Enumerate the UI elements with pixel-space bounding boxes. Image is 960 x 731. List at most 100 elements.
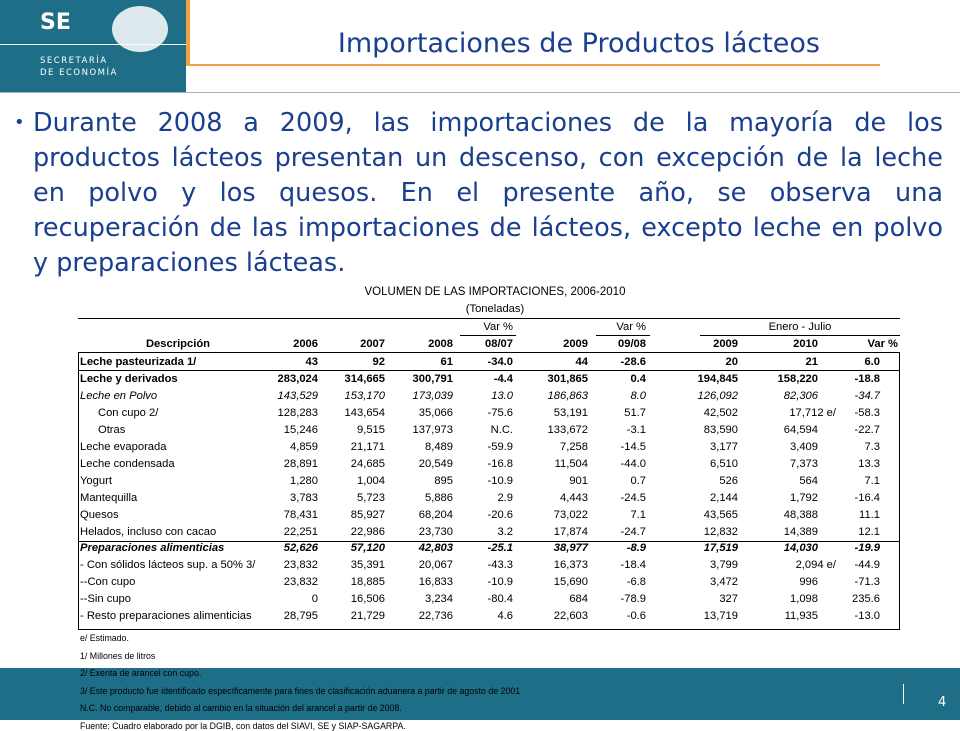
header-cell: 2007 <box>360 338 385 350</box>
header-cell: 08/07 <box>485 338 513 350</box>
table-cell: 301,865 <box>547 372 588 385</box>
table-cell: -18.8 <box>854 372 881 385</box>
bullet-dot: • <box>14 112 25 133</box>
table-cell: 23,832 <box>283 559 318 572</box>
table-cell: 17,519 <box>703 542 738 555</box>
logo-abbr: SE <box>40 10 71 35</box>
table-cell: -8.9 <box>626 542 646 555</box>
table-cell: -10.9 <box>487 474 514 487</box>
table-cell: -14.5 <box>620 440 647 453</box>
table-cell: 14,030 <box>783 542 818 555</box>
table-cell: 14,389 <box>783 525 818 538</box>
table-cell: 85,927 <box>350 508 385 521</box>
table-cell: 8.0 <box>630 389 646 402</box>
table-cell: 684 <box>569 593 588 606</box>
table-cell: 44 <box>575 356 588 368</box>
table-cell: 23,730 <box>418 525 453 538</box>
table-cell: 327 <box>719 593 738 606</box>
table-cell: 42,502 <box>703 406 738 419</box>
table-cell: - Resto preparaciones alimenticias <box>80 610 252 623</box>
table-cell: -28.6 <box>620 356 647 368</box>
table-cell: 16,373 <box>553 559 588 572</box>
table-cell: 2,144 <box>710 491 738 504</box>
table-subtitle: (Toneladas) <box>465 303 525 315</box>
table-cell: 7,258 <box>560 440 588 453</box>
footnote: 1/ Millones de litros <box>80 650 156 661</box>
table-cell: -16.4 <box>854 491 881 504</box>
table-cell: 8,489 <box>425 440 453 453</box>
logo-panel: SE SECRETARÍA DE ECONOMÍA <box>0 0 186 92</box>
table-cell: 6.0 <box>864 356 880 368</box>
table-cell: 23,832 <box>283 576 318 589</box>
table-cell: Leche y derivados <box>80 372 178 385</box>
table-cell: 13.3 <box>858 457 880 470</box>
table-cell: 526 <box>719 474 738 487</box>
header-cell: 2006 <box>293 338 318 350</box>
table-cell: -0.6 <box>626 610 646 623</box>
divider <box>0 92 960 93</box>
rule <box>78 629 900 631</box>
table-cell: Leche condensada <box>80 457 175 470</box>
table-cell: -24.7 <box>620 525 647 538</box>
table-cell: -20.6 <box>487 508 514 521</box>
table-cell: 38,977 <box>553 542 588 555</box>
table-cell: -80.4 <box>487 593 514 606</box>
footer-band: 4 <box>0 668 960 720</box>
header-cell: 2008 <box>428 338 453 350</box>
table-cell: 5,886 <box>425 491 453 504</box>
table-cell: 4.6 <box>497 610 513 623</box>
table-cell: 0.7 <box>630 474 646 487</box>
table-cell: 22,603 <box>553 610 588 623</box>
table-cell: 173,039 <box>412 389 453 402</box>
table-cell: 24,685 <box>350 457 385 470</box>
table-cell: 16,506 <box>350 593 385 606</box>
table-cell: -44.0 <box>620 457 647 470</box>
table-cell: 1,280 <box>290 474 318 487</box>
table-cell: 53,191 <box>553 406 588 419</box>
table-cell: 11,935 <box>784 610 818 623</box>
header-cell: Var % <box>616 321 646 333</box>
table-cell: -25.1 <box>487 542 514 555</box>
table-cell: 15,690 <box>553 576 588 589</box>
table-cell: -34.7 <box>854 389 881 402</box>
table-cell: 12.1 <box>858 525 880 538</box>
table-cell: -22.7 <box>854 423 881 436</box>
table-cell: 43,565 <box>703 508 738 521</box>
footnote: 3/ Este producto fue identificado especí… <box>80 685 521 696</box>
table-cell: -13.0 <box>854 610 881 623</box>
table-cell: 7.3 <box>864 440 880 453</box>
table-cell: --Con cupo <box>80 576 136 589</box>
table-cell: -10.9 <box>487 576 514 589</box>
table-cell: -43.3 <box>487 559 514 572</box>
header-cell: Var % <box>867 338 898 350</box>
table-cell: 0.4 <box>630 372 646 385</box>
rule <box>78 318 900 319</box>
table-cell: 2,094 e/ <box>795 559 836 572</box>
rule <box>899 352 900 630</box>
table-cell: 133,672 <box>547 423 588 436</box>
footnote: 2/ Exenta de arancel con cupo. <box>80 668 202 679</box>
table-cell: Con cupo 2/ <box>98 406 159 419</box>
table-cell: 3,177 <box>710 440 738 453</box>
page-number: 4 <box>938 695 947 710</box>
table-cell: 16,833 <box>418 576 453 589</box>
table-cell: 92 <box>372 356 385 368</box>
table-cell: -59.9 <box>487 440 514 453</box>
table-cell: 20,067 <box>418 559 453 572</box>
table-cell: 83,590 <box>703 423 738 436</box>
table-cell: -19.9 <box>854 542 881 555</box>
table-cell: -58.3 <box>854 406 881 419</box>
header-cell: 09/08 <box>618 338 646 350</box>
rule <box>78 352 79 630</box>
table-cell: Leche en Polvo <box>80 389 158 402</box>
logo-rule <box>0 44 186 45</box>
table-cell: 3.2 <box>497 525 513 538</box>
table-cell: 564 <box>799 474 818 487</box>
table-cell: 3,799 <box>710 559 738 572</box>
table-cell: 17,874 <box>553 525 588 538</box>
table-cell: 7.1 <box>864 474 880 487</box>
table-cell: 22,251 <box>283 525 318 538</box>
table-cell: 3,472 <box>710 576 738 589</box>
table-cell: 68,204 <box>418 508 453 521</box>
